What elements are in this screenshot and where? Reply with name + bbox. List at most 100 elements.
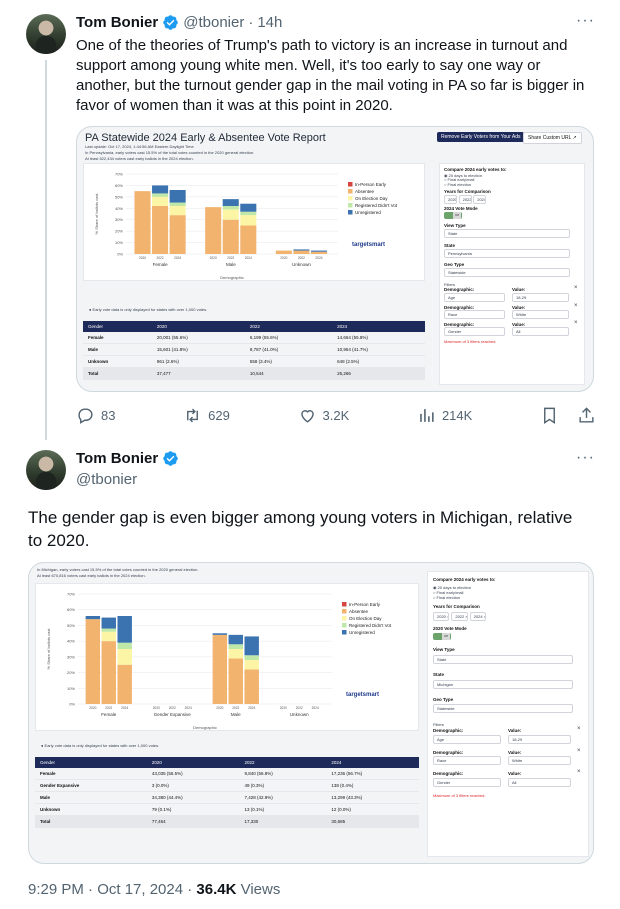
tweet-1: Tom Bonier @tbonier · 14h ··· One of the… [0, 0, 620, 440]
reply-button[interactable]: 83 [76, 406, 115, 425]
author-name[interactable]: Tom Bonier [76, 450, 159, 467]
tweet-2-image[interactable]: In Michigan, early voters cast 15.5% of … [28, 562, 594, 864]
y-tick-label: 10% [115, 240, 123, 245]
bar-segment [152, 206, 169, 254]
share-icon[interactable] [577, 406, 596, 425]
y-tick-label: 70% [67, 592, 75, 597]
table-header: 2022 [239, 757, 327, 768]
compare-label: Compare 2024 early votes to: [444, 167, 507, 172]
table-cell: 3 (0.0%) [146, 779, 240, 792]
table-row: Male 15,601 (41.8%) 8,787 (41.0%) 10,954 (4… [83, 343, 425, 356]
tweet-timestamp[interactable]: 9:29 PM · Oct 17, 2024 · [28, 881, 197, 898]
bar-segment [228, 634, 243, 645]
state-select: Pennsylvania [444, 248, 570, 258]
author-name[interactable]: Tom Bonier [76, 14, 159, 31]
group-label: Male [231, 712, 241, 717]
remove-filter-icon: × [574, 319, 578, 326]
y-tick-label: 20% [115, 229, 123, 234]
like-button[interactable]: 3.2K [298, 406, 349, 425]
author-handle[interactable]: @tbonier [76, 471, 138, 488]
views-count: 36.4K [196, 881, 237, 898]
table-cell: 13 (0.1%) [239, 803, 327, 816]
vote-mode-label: 2020 Vote Mode [433, 625, 467, 631]
filter-value-select: White [508, 756, 571, 766]
geo-type-select: Statewide [444, 268, 570, 278]
table-header: Gender [35, 757, 147, 768]
bar-segment [101, 628, 116, 632]
compare-label: Compare 2024 early votes to: [433, 577, 496, 582]
group-label: Gender Expansive [154, 712, 192, 717]
author-avatar[interactable] [26, 450, 66, 490]
bar-segment [293, 250, 310, 254]
table-cell: Gender Expansive [35, 779, 147, 792]
y-tick-label: 20% [67, 670, 75, 675]
bar-segment [85, 616, 101, 620]
year-chip: 2022 × [451, 611, 468, 621]
legend-swatch [348, 210, 353, 215]
table-header: 2020 [151, 321, 245, 332]
year-tick-label: 2024 [312, 706, 319, 710]
legend-swatch [342, 623, 347, 628]
table-cell: Total [83, 367, 152, 380]
more-options-icon[interactable]: ··· [576, 12, 595, 29]
max-filters-note: Maximum of 3 filters reached. [433, 793, 486, 798]
chart-note: ● Early vote data is only displayed for … [89, 307, 208, 312]
more-options-icon[interactable]: ··· [576, 449, 595, 466]
table-cell: 12 (0.0%) [326, 803, 419, 816]
y-tick-label: 40% [67, 639, 75, 644]
remove-filter-icon: × [574, 285, 578, 292]
legend-label: Absentee [355, 189, 375, 194]
bar-segment [152, 196, 169, 206]
view-type-label: View Type [433, 647, 455, 653]
bar-segment [275, 250, 292, 254]
year-chip: 2022 × [458, 194, 472, 204]
geo-type-select: Statewide [433, 704, 573, 714]
bar-segment [228, 649, 243, 659]
y-tick-label: 50% [115, 194, 123, 199]
tweet-1-image[interactable]: PA Statewide 2024 Early & Absentee Vote … [76, 126, 594, 392]
bar-segment [244, 660, 259, 670]
table-cell: 648 (2.5%) [332, 355, 425, 368]
bookmark-icon[interactable] [540, 406, 559, 425]
filters-label: Filters [433, 721, 444, 727]
legend-swatch [342, 616, 347, 621]
year-tick-label: 2022 [296, 706, 303, 710]
bar-segment [310, 251, 327, 254]
bar-segment [169, 190, 186, 203]
year-tick-label: 2020 [216, 706, 223, 710]
legend-label: Registered Didn't Vot [355, 203, 398, 208]
bar-segment [310, 250, 327, 252]
table-row: Gender Expansive 3 (0.0%) 49 (0.3%) 138 (0.… [35, 779, 419, 792]
verified-badge-icon [163, 451, 178, 466]
table-cell: Female [83, 332, 152, 344]
tweet-time[interactable]: 14h [257, 14, 283, 31]
legend-label: Absentee [349, 609, 369, 614]
author-avatar[interactable] [26, 14, 66, 54]
tweet-1-text: One of the theories of Trump's path to v… [76, 37, 585, 114]
bar-segment [222, 199, 239, 206]
repost-icon [187, 408, 199, 422]
year-tick-label: 2022 [157, 256, 164, 260]
y-tick-label: 40% [115, 206, 123, 211]
table-cell: 9,840 (56.8%) [239, 768, 327, 780]
table-cell: 43,035 (55.5%) [146, 768, 240, 780]
table-cell: 77,464 [146, 815, 240, 828]
bar-segment [240, 203, 257, 212]
table-cell: 13,299 (43.3%) [326, 791, 419, 804]
author-handle[interactable]: @tbonier [183, 14, 245, 31]
table-row: Unknown 961 (2.6%) 558 (3.4%) 648 (2.5%) [83, 355, 425, 368]
table-cell: Male [35, 791, 147, 804]
repost-button[interactable]: 629 [183, 406, 230, 425]
table-row: Unknown 79 (0.1%) 13 (0.1%) 12 (0.0%) [35, 803, 419, 816]
bar-segment [244, 636, 259, 656]
bar-segment [212, 633, 228, 635]
table-cell: 49 (0.3%) [239, 779, 327, 792]
legend-label: Unregistered [355, 210, 381, 215]
analytics-icon [420, 408, 434, 422]
bar-segment [117, 642, 132, 649]
table-cell: 6,199 (55.6%) [244, 332, 333, 344]
views-button[interactable]: 214K [417, 406, 472, 425]
table-cell: 138 (0.4%) [326, 779, 419, 792]
table-cell: 17,236 (56.7%) [326, 768, 419, 780]
thread-line [45, 60, 47, 440]
